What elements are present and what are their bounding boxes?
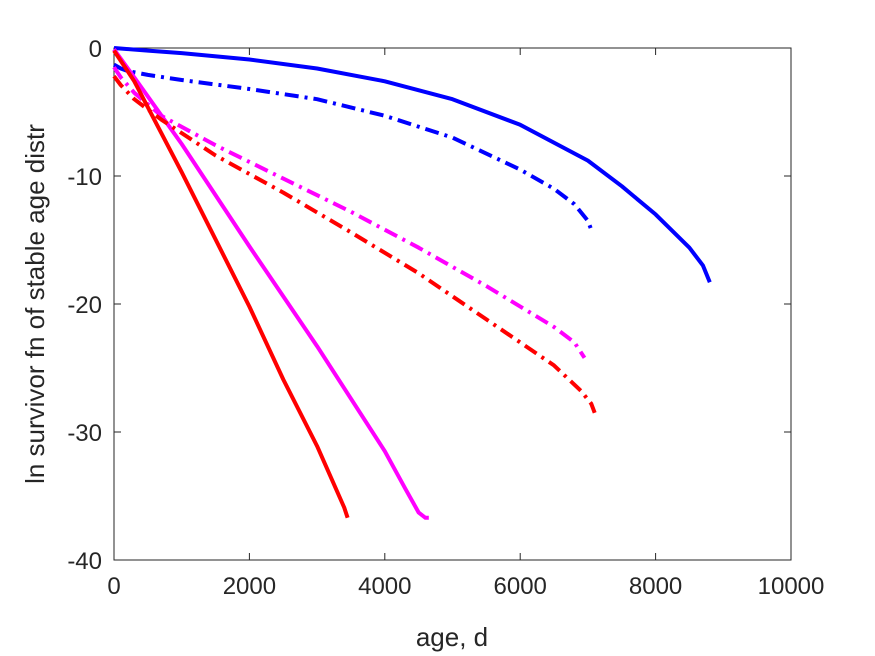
x-axis-label: age, d: [416, 622, 488, 652]
y-tick-label: -20: [67, 292, 102, 319]
series-line-6: [112, 74, 597, 414]
plot-area: [113, 47, 792, 561]
x-tick-label: 0: [107, 573, 120, 600]
y-tick-label: -40: [67, 548, 102, 575]
ticks-layer: 0 2000 4000 6000 8000 10000 -40 -30 -20 -10 0: [67, 36, 824, 600]
y-tick-label: -30: [67, 420, 102, 447]
series-layer: [112, 46, 712, 520]
x-tick-label: 4000: [358, 573, 411, 600]
series-line-5: [112, 49, 350, 519]
x-tick-label: 6000: [494, 573, 547, 600]
y-tick-label: 0: [89, 36, 102, 63]
x-tick-label: 10000: [758, 573, 825, 600]
y-axis-label: ln survivor fn of stable age distr: [20, 124, 50, 484]
y-tick-label: -10: [67, 164, 102, 191]
x-tick-label: 8000: [629, 573, 682, 600]
series-line-2: [113, 62, 594, 231]
x-tick-label: 2000: [223, 573, 276, 600]
series-line-4: [112, 66, 587, 359]
series-line-1: [113, 46, 712, 283]
